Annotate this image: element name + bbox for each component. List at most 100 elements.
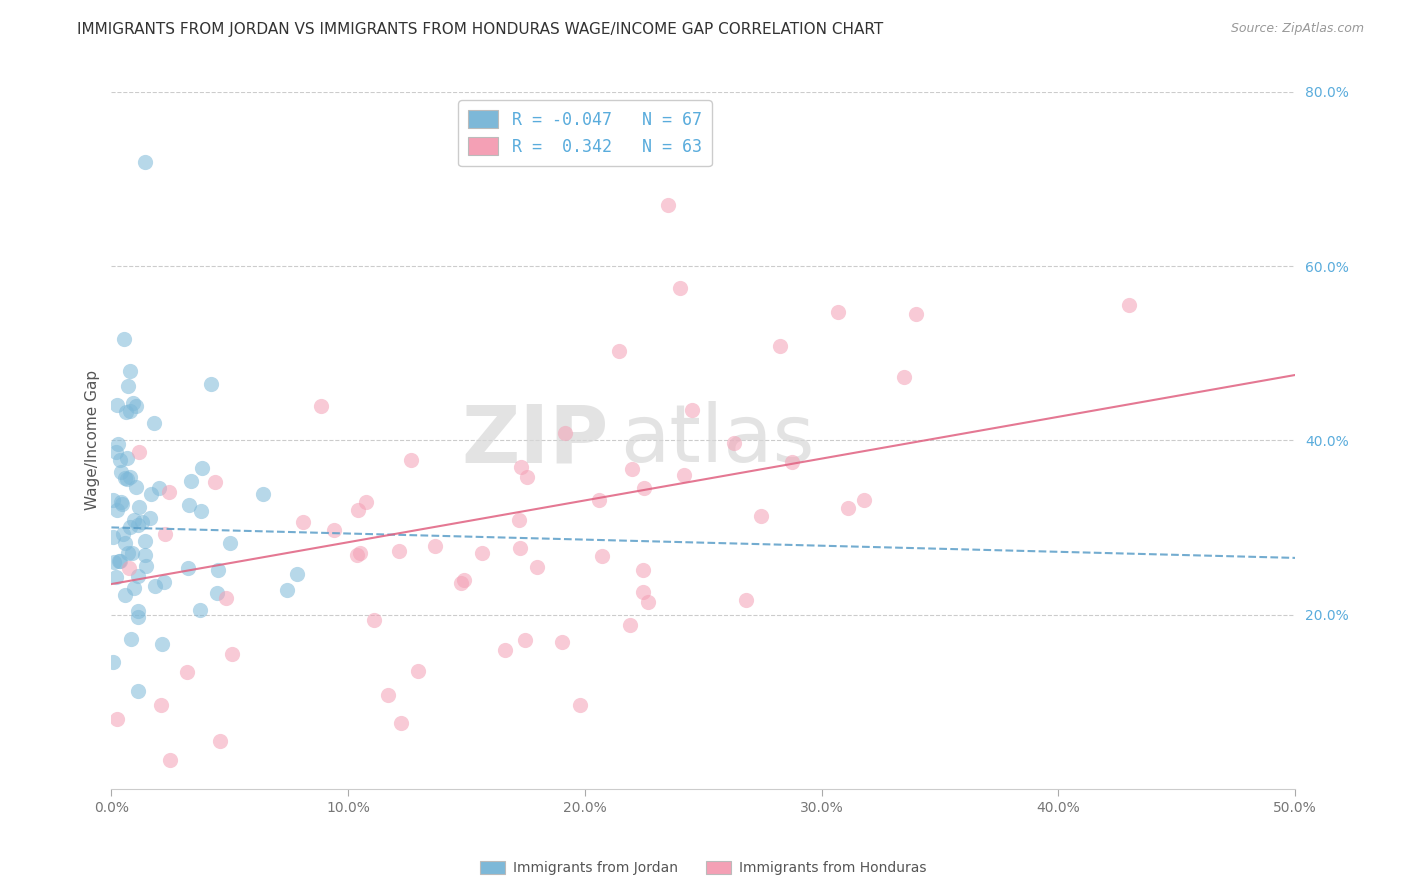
Point xyxy=(215,591,238,606)
Point xyxy=(180,474,202,488)
Point xyxy=(103,655,125,669)
Legend: Immigrants from Jordan, Immigrants from Honduras: Immigrants from Jordan, Immigrants from … xyxy=(474,855,932,880)
Point xyxy=(118,470,141,484)
Point xyxy=(108,554,131,568)
Point xyxy=(153,527,176,541)
Point xyxy=(114,588,136,602)
Point xyxy=(138,511,160,525)
Point xyxy=(125,480,148,494)
Point xyxy=(150,637,173,651)
Text: atlas: atlas xyxy=(620,401,815,479)
Point xyxy=(207,585,229,599)
Point xyxy=(827,305,849,319)
Point xyxy=(122,513,145,527)
Point xyxy=(125,399,148,413)
Legend: R = -0.047   N = 67, R =  0.342   N = 63: R = -0.047 N = 67, R = 0.342 N = 63 xyxy=(458,100,711,166)
Point xyxy=(114,535,136,549)
Point xyxy=(389,716,412,731)
Point xyxy=(114,405,136,419)
Point xyxy=(104,570,127,584)
Point xyxy=(105,712,128,726)
Point xyxy=(120,519,142,533)
Point xyxy=(120,363,142,377)
Point xyxy=(157,484,180,499)
Point xyxy=(103,555,125,569)
Point xyxy=(159,752,181,766)
Point xyxy=(204,475,226,489)
Point xyxy=(668,281,690,295)
Point xyxy=(423,540,446,554)
Point xyxy=(108,453,131,467)
Point xyxy=(190,461,212,475)
Point xyxy=(637,595,659,609)
Point xyxy=(120,632,142,646)
Point xyxy=(177,560,200,574)
Point xyxy=(554,425,576,440)
Point xyxy=(509,541,531,555)
Point xyxy=(107,437,129,451)
Point xyxy=(177,498,200,512)
Point xyxy=(377,688,399,702)
Point xyxy=(1118,298,1140,312)
Point xyxy=(120,404,142,418)
Point xyxy=(153,574,176,589)
Point xyxy=(117,379,139,393)
Point xyxy=(513,632,536,647)
Point xyxy=(111,527,134,541)
Point xyxy=(607,343,630,358)
Point xyxy=(657,198,679,212)
Point xyxy=(837,500,859,515)
Point xyxy=(633,585,655,599)
Point xyxy=(114,471,136,485)
Point xyxy=(111,496,134,510)
Point xyxy=(105,398,128,412)
Point xyxy=(104,445,127,459)
Point xyxy=(127,684,149,698)
Point xyxy=(134,548,156,562)
Point xyxy=(101,530,124,544)
Point xyxy=(681,403,703,417)
Point xyxy=(453,573,475,587)
Point xyxy=(150,698,173,712)
Point xyxy=(893,370,915,384)
Point xyxy=(450,576,472,591)
Point xyxy=(673,468,696,483)
Point xyxy=(114,332,136,346)
Point xyxy=(121,396,143,410)
Text: Source: ZipAtlas.com: Source: ZipAtlas.com xyxy=(1230,22,1364,36)
Point xyxy=(591,549,613,563)
Point xyxy=(633,481,655,495)
Point xyxy=(207,563,229,577)
Point xyxy=(128,445,150,459)
Point xyxy=(769,339,792,353)
Point xyxy=(188,603,211,617)
Point xyxy=(127,569,149,583)
Point xyxy=(218,535,240,549)
Point xyxy=(494,642,516,657)
Point xyxy=(252,486,274,500)
Point xyxy=(734,593,756,607)
Point xyxy=(631,563,654,577)
Point xyxy=(122,581,145,595)
Point xyxy=(510,460,533,475)
Point xyxy=(853,493,876,508)
Point xyxy=(101,492,124,507)
Point xyxy=(108,554,131,568)
Point xyxy=(145,579,167,593)
Point xyxy=(406,665,429,679)
Point xyxy=(190,504,212,518)
Point xyxy=(471,546,494,560)
Point xyxy=(135,558,157,573)
Point xyxy=(323,523,346,537)
Point xyxy=(388,544,411,558)
Point xyxy=(117,560,139,574)
Point xyxy=(115,451,138,466)
Point xyxy=(399,453,422,467)
Point xyxy=(905,307,928,321)
Text: IMMIGRANTS FROM JORDAN VS IMMIGRANTS FROM HONDURAS WAGE/INCOME GAP CORRELATION C: IMMIGRANTS FROM JORDAN VS IMMIGRANTS FRO… xyxy=(77,22,883,37)
Point xyxy=(347,503,370,517)
Point xyxy=(508,513,530,527)
Point xyxy=(134,154,156,169)
Point xyxy=(148,481,170,495)
Point xyxy=(516,470,538,484)
